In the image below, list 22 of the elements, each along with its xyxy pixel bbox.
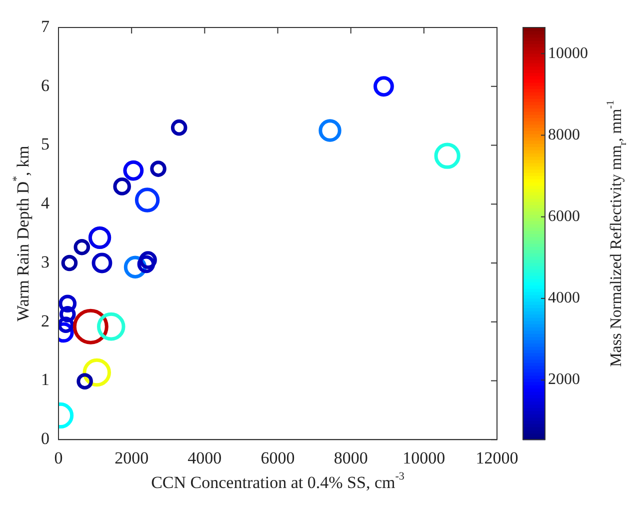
x-tick-label: 10000 [402,448,446,468]
color-bar-label: 6000 [548,208,580,226]
y-tick-label: 5 [41,134,50,154]
x-tick-label: 6000 [260,448,295,468]
y-tick-label: 7 [41,16,50,36]
x-tick-label: 12000 [476,448,518,468]
y-tick-label: 3 [41,252,50,272]
x-tick-label: 2000 [114,448,149,468]
color-bar-label: 10000 [548,44,588,62]
color-bar-label: 4000 [548,290,580,307]
color-bar-label: 2000 [548,371,580,388]
x-tick-label: 4000 [188,448,222,468]
color-bar-label: 8000 [548,126,580,144]
y-tick-label: 0 [41,429,50,448]
y-tick-label: 2 [41,311,50,330]
x-tick-label: 0 [54,448,63,468]
y-tick-label: 4 [41,194,50,213]
color-bar-title: Mass Normalized Reflectivity mmr, mm-1 [605,100,630,367]
x-tick-label: 8000 [334,448,368,468]
y-tick-label: 1 [41,370,50,390]
y-tick-label: 6 [41,76,50,95]
y-axis-title: Warm Rain Depth D*, km [11,146,32,322]
